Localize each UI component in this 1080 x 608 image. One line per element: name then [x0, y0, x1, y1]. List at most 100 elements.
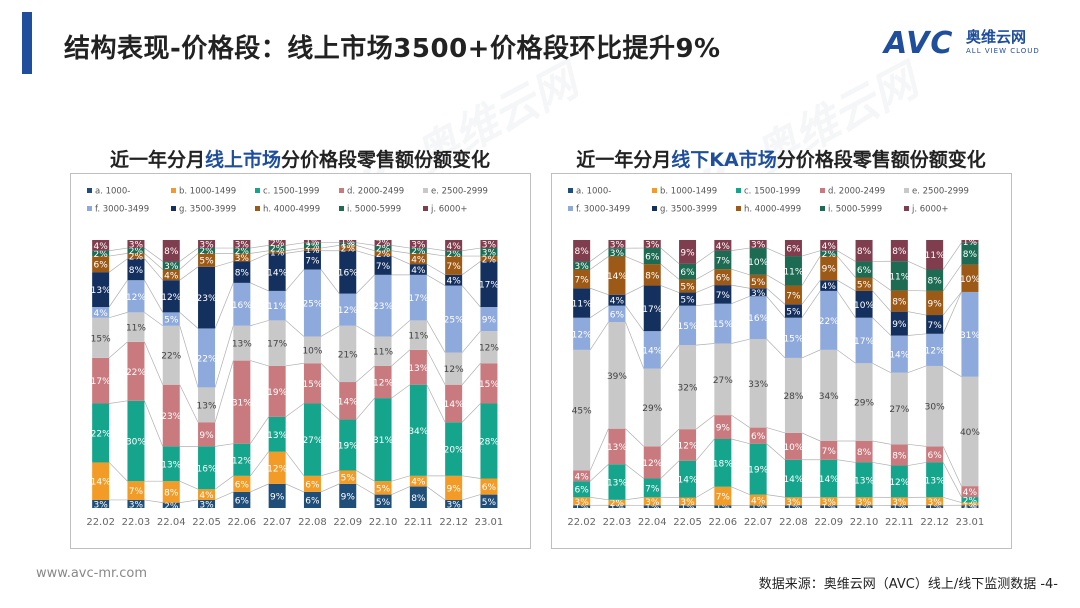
bar-segment-d — [374, 365, 392, 399]
data-label: 12% — [889, 478, 909, 488]
series-connector-line — [144, 400, 164, 447]
bar-segment-d — [961, 486, 979, 498]
legend-swatch-f — [568, 206, 573, 211]
data-label: 5% — [341, 474, 356, 484]
bar-segment-a — [198, 499, 216, 508]
bar-segment-b — [374, 481, 392, 495]
series-connector-line — [731, 268, 750, 276]
bar-segment-f — [374, 274, 392, 337]
data-label: 4% — [822, 282, 837, 292]
series-connector-line — [660, 285, 680, 293]
series-connector-line — [907, 311, 927, 316]
data-label: 31% — [960, 331, 980, 341]
series-connector-line — [108, 462, 128, 482]
bar-segment-b — [127, 481, 145, 500]
bar-segment-a — [608, 505, 626, 508]
series-connector-line — [320, 483, 340, 493]
data-label: 3% — [235, 241, 250, 251]
data-label: 8% — [411, 494, 426, 504]
bar-segment-e — [679, 345, 697, 430]
series-connector-line — [461, 261, 481, 276]
bar-segment-g — [714, 285, 732, 304]
series-connector-line — [355, 397, 375, 420]
bar-segment-d — [926, 446, 944, 463]
data-label: 23% — [161, 412, 181, 422]
data-label: 30% — [126, 438, 146, 448]
bar-segment-c — [820, 459, 838, 498]
bar-segment-i — [409, 248, 427, 254]
series-connector-line — [285, 269, 305, 292]
bar-segment-j — [445, 240, 463, 251]
footer-source: 数据来源：奥维云网（AVC）线上/线下监测数据 -4- — [758, 577, 1058, 592]
data-label: 4% — [199, 491, 214, 501]
bar-segment-i — [127, 248, 145, 254]
data-label: 7% — [716, 493, 731, 503]
data-label: 9% — [928, 299, 943, 309]
data-label: 7% — [716, 291, 731, 301]
data-label: 22% — [126, 368, 146, 378]
data-label: 2% — [376, 239, 391, 249]
bar-segment-j — [409, 240, 427, 249]
series-connector-line — [801, 279, 821, 305]
x-tick-label: 22.11 — [404, 517, 433, 528]
data-label: 3% — [786, 498, 801, 508]
data-label: 27% — [302, 436, 322, 446]
bar-segment-h — [198, 253, 216, 267]
series-connector-line — [695, 486, 715, 498]
bar-segment-g — [339, 250, 357, 294]
series-connector-line — [179, 312, 199, 329]
bar-segment-e — [92, 317, 110, 358]
legend-label-i: i. 5000-5999 — [347, 205, 401, 215]
bar-segment-b — [784, 497, 802, 506]
chart-title-suffix: 分价格段零售额份额变化 — [281, 149, 491, 171]
bar-segment-c — [92, 403, 110, 463]
bar-segment-h — [714, 269, 732, 286]
bar-segment-i — [643, 248, 661, 265]
bar-segment-h — [445, 256, 463, 275]
x-tick-label: 22.02 — [86, 517, 115, 528]
data-label: 3% — [199, 500, 214, 510]
data-label: 3% — [164, 262, 179, 272]
data-label: 2% — [94, 250, 109, 260]
data-label: 16% — [338, 269, 358, 279]
series-connector-line — [391, 320, 411, 337]
data-label: 3% — [751, 241, 766, 251]
bar-segment-c — [268, 416, 286, 452]
bar-segment-i — [233, 248, 251, 254]
bar-segment-c — [714, 439, 732, 487]
series-connector-line — [250, 360, 269, 367]
series-connector-line — [250, 483, 269, 493]
data-label: 10% — [783, 443, 803, 453]
data-label: 5% — [857, 281, 872, 291]
data-label: 11% — [267, 302, 287, 312]
bar-segment-b — [961, 502, 979, 506]
data-label: 12% — [373, 379, 393, 389]
bar-segment-h — [749, 274, 767, 289]
legend-label-f: f. 3000-3499 — [95, 205, 149, 215]
data-label: 1% — [341, 241, 356, 251]
data-label: 3% — [857, 498, 872, 508]
x-tick-label: 22.08 — [779, 517, 808, 528]
bar-segment-g — [573, 288, 591, 318]
bar-segment-e — [268, 320, 286, 366]
bar-segment-b — [890, 497, 908, 506]
bar-segment-j — [233, 240, 251, 249]
series-connector-line — [356, 250, 375, 257]
bar-segment-i — [926, 269, 944, 291]
bar-segment-b — [608, 499, 626, 506]
data-label: 17% — [267, 340, 287, 350]
series-connector-line — [589, 305, 609, 319]
bar-segment-a — [679, 505, 697, 508]
series-connector-line — [907, 290, 927, 292]
data-label: 13% — [408, 364, 428, 374]
series-connector-line — [942, 446, 962, 487]
series-connector-line — [426, 247, 446, 252]
data-label: 16% — [232, 301, 252, 311]
data-label: 19% — [267, 388, 287, 398]
data-label: 8% — [928, 277, 943, 287]
bar-segment-e — [127, 312, 145, 342]
data-label: 14% — [338, 397, 358, 407]
bar-segment-h — [374, 250, 392, 257]
bar-segment-j — [679, 240, 697, 264]
data-label: 15% — [783, 334, 803, 344]
